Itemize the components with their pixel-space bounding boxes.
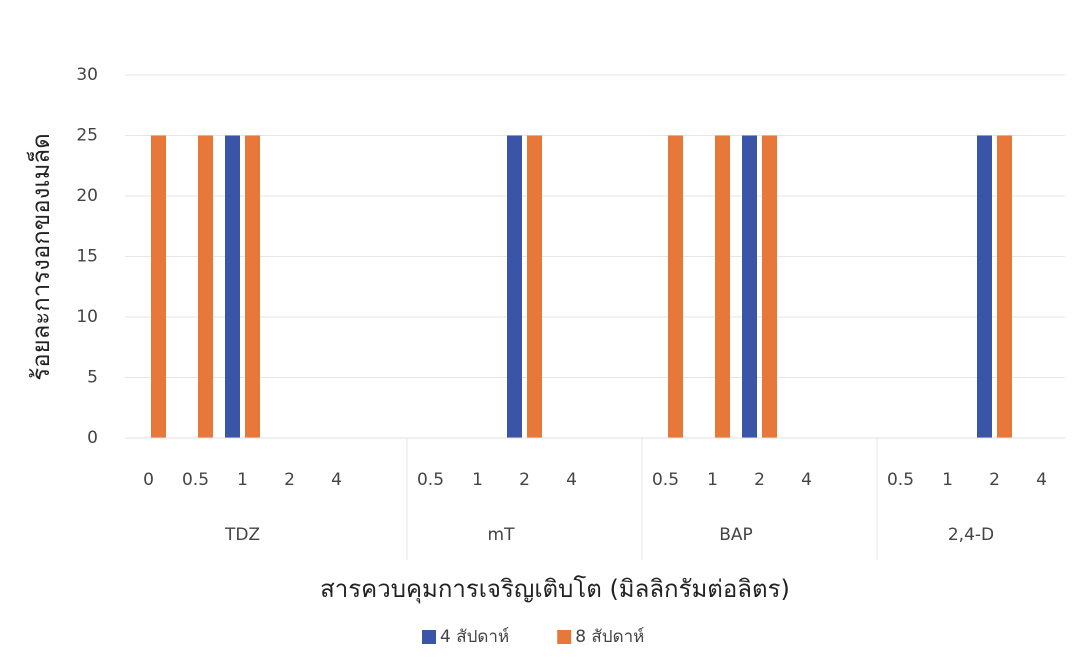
- bar: [245, 135, 260, 438]
- x-tick-label: 0: [143, 470, 154, 490]
- legend-swatch: [557, 630, 572, 644]
- group-label: TDZ: [224, 525, 260, 545]
- x-axis-title: สารควบคุมการเจริญเติบโต (มิลลิกรัมต่อลิต…: [320, 575, 790, 604]
- x-tick-label: 2: [754, 470, 765, 490]
- bar: [151, 135, 166, 438]
- y-tick-label: 0: [87, 428, 98, 448]
- x-tick-label: 2: [989, 470, 1000, 490]
- y-tick-label: 30: [76, 65, 98, 85]
- x-tick-label: 2: [284, 470, 295, 490]
- bar: [742, 135, 757, 438]
- bar: [507, 135, 522, 438]
- group-label: BAP: [719, 525, 753, 545]
- legend-label: 8 สัปดาห์: [575, 627, 644, 647]
- bar: [997, 135, 1012, 438]
- x-tick-label: 0.5: [652, 470, 679, 490]
- x-tick-label: 0.5: [887, 470, 914, 490]
- x-tick-label: 1: [472, 470, 483, 490]
- bar: [527, 135, 542, 438]
- y-tick-label: 20: [76, 186, 98, 206]
- bar: [977, 135, 992, 438]
- x-tick-label: 4: [801, 470, 812, 490]
- y-tick-label: 10: [76, 307, 98, 327]
- x-tick-label: 4: [1036, 470, 1047, 490]
- y-axis-title: ร้อยละการงอกของเมล็ด: [26, 133, 55, 380]
- x-tick-label: 1: [942, 470, 953, 490]
- bar: [225, 135, 240, 438]
- group-label: mT: [488, 525, 516, 545]
- x-tick-label: 4: [331, 470, 342, 490]
- bar: [198, 135, 213, 438]
- y-tick-label: 5: [87, 368, 98, 388]
- legend-label: 4 สัปดาห์: [440, 627, 509, 647]
- bar: [715, 135, 730, 438]
- bar: [668, 135, 683, 438]
- bar: [762, 135, 777, 438]
- x-tick-label: 0.5: [182, 470, 209, 490]
- x-tick-label: 0.5: [417, 470, 444, 490]
- x-tick-label: 4: [566, 470, 577, 490]
- group-label: 2,4-D: [948, 525, 994, 545]
- x-tick-label: 2: [519, 470, 530, 490]
- x-tick-label: 1: [237, 470, 248, 490]
- legend-swatch: [422, 630, 436, 644]
- y-tick-label: 25: [76, 126, 98, 146]
- x-tick-label: 1: [707, 470, 718, 490]
- y-tick-label: 15: [76, 247, 98, 267]
